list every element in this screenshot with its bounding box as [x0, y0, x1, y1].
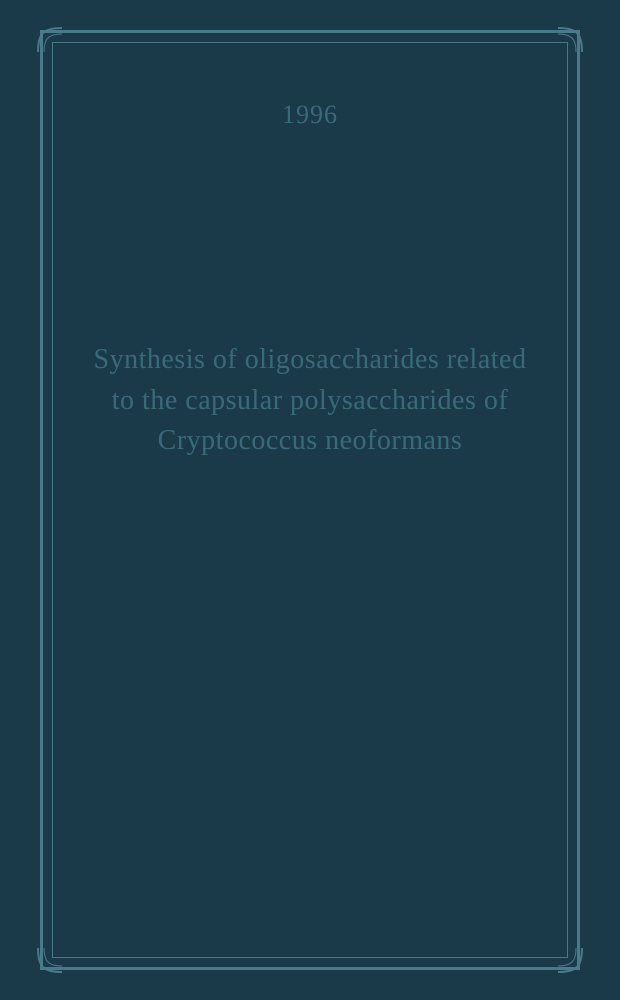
corner-ornament-bottom-left-icon — [34, 948, 62, 976]
corner-ornament-bottom-right-icon — [558, 948, 586, 976]
publication-title: Synthesis of oligosaccharides related to… — [90, 340, 530, 462]
publication-year: 1996 — [0, 100, 620, 130]
corner-ornament-top-left-icon — [34, 24, 62, 52]
inner-frame — [52, 42, 568, 958]
corner-ornament-top-right-icon — [558, 24, 586, 52]
